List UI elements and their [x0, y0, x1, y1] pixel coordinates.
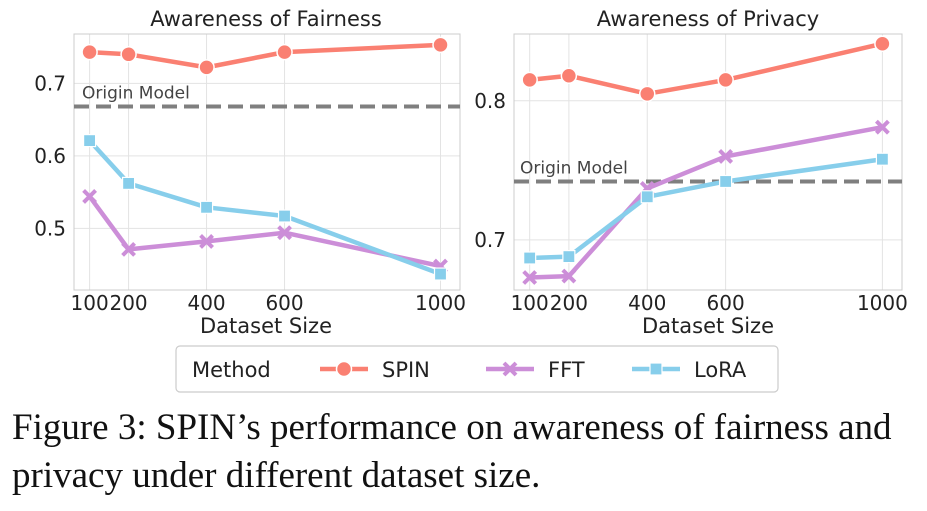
legend-label-lora: LoRA: [694, 358, 747, 382]
data-point-lora: [562, 250, 576, 264]
data-point-fft: [718, 149, 734, 164]
data-point-spin: [639, 85, 656, 103]
x-tick-label: 100: [511, 291, 549, 315]
x-tick-label: 1000: [857, 291, 908, 315]
x-tick-label: 200: [109, 291, 147, 315]
data-point-lora: [875, 152, 890, 166]
data-point-lora: [433, 267, 448, 281]
legend-title: Method: [192, 358, 271, 382]
x-tick-label: 100: [71, 291, 109, 315]
legend-label-fft: FFT: [548, 358, 585, 382]
data-point-spin: [521, 71, 538, 89]
origin-model-label: Origin Model: [520, 158, 628, 178]
y-tick-label: 0.6: [34, 144, 66, 168]
y-tick-label: 0.5: [34, 216, 66, 240]
origin-model-label: Origin Model: [82, 84, 190, 104]
legend-frame: [175, 345, 779, 393]
figure-caption: Figure 3: SPIN’s performance on awarenes…: [12, 407, 892, 496]
x-tick-label: 400: [187, 291, 225, 315]
chart-title: Awareness of Fairness: [150, 7, 382, 31]
figure: Awareness of Fairness Origin Model 0.50.…: [34, 7, 908, 393]
x-tick-labels: 100 200 400 600 1000: [71, 291, 466, 315]
data-point-lora: [121, 176, 136, 190]
legend-marker-lora: [649, 362, 663, 376]
data-point-spin: [717, 71, 734, 89]
data-point-fft: [874, 119, 890, 135]
data-point-fft: [82, 189, 98, 204]
origin-model-line: Origin Model: [514, 158, 902, 184]
y-tick-label: 0.7: [474, 228, 506, 252]
legend-marker-spin: [335, 360, 353, 378]
legend-marker-fft: [502, 361, 518, 377]
data-point-lora: [523, 251, 537, 265]
legend-items: SPIN FFT LoRA: [320, 358, 747, 382]
x-axis-label: Dataset Size: [642, 314, 774, 338]
x-tick-label: 200: [550, 291, 588, 315]
data-point-lora: [719, 174, 733, 189]
y-tick-labels: 0.7 0.8: [474, 89, 506, 252]
x-axis-label: Dataset Size: [200, 314, 332, 338]
data-point-fft: [121, 241, 137, 257]
fairness-chart: Awareness of Fairness Origin Model 0.50.…: [34, 7, 466, 338]
data-point-fft: [277, 225, 292, 241]
legend: Method SPIN FFT LoRA: [175, 345, 779, 393]
chart-title: Awareness of Privacy: [597, 7, 819, 31]
y-tick-label: 0.8: [474, 89, 506, 113]
data-point-fft: [561, 268, 577, 284]
data-point-spin: [874, 35, 891, 52]
series-line-lora: [87, 139, 442, 277]
plot-frame: [513, 33, 903, 291]
data-point-spin: [198, 59, 215, 76]
series-group: [521, 35, 891, 285]
data-point-fft: [199, 233, 214, 249]
grid: [74, 34, 460, 290]
series-line-spin: [89, 42, 441, 70]
data-point-spin: [432, 36, 449, 54]
data-point-lora: [640, 190, 654, 204]
x-tick-label: 400: [628, 291, 666, 315]
data-point-spin: [120, 46, 137, 63]
x-tick-labels: 100 200 400 600 1000: [511, 291, 908, 315]
y-tick-labels: 0.5 0.6 0.7: [34, 71, 66, 240]
x-tick-label: 1000: [415, 291, 466, 315]
origin-model-line: Origin Model: [74, 84, 460, 109]
plot-frame: [73, 33, 461, 291]
data-point-lora: [82, 134, 97, 148]
x-tick-label: 600: [265, 291, 303, 315]
data-point-lora: [199, 200, 214, 214]
series-line-spin: [529, 41, 883, 97]
privacy-chart: Awareness of Privacy Origin Model 0.7 0.8…: [474, 7, 908, 338]
data-point-fft: [522, 270, 538, 285]
y-tick-label: 0.7: [34, 71, 66, 95]
series-group: [81, 36, 449, 281]
data-point-spin: [276, 43, 293, 61]
series-line-fft: [529, 125, 883, 280]
legend-label-spin: SPIN: [382, 358, 430, 382]
x-tick-label: 600: [707, 291, 745, 315]
data-point-spin: [560, 67, 578, 84]
data-point-spin: [81, 43, 98, 61]
data-point-lora: [277, 209, 292, 223]
